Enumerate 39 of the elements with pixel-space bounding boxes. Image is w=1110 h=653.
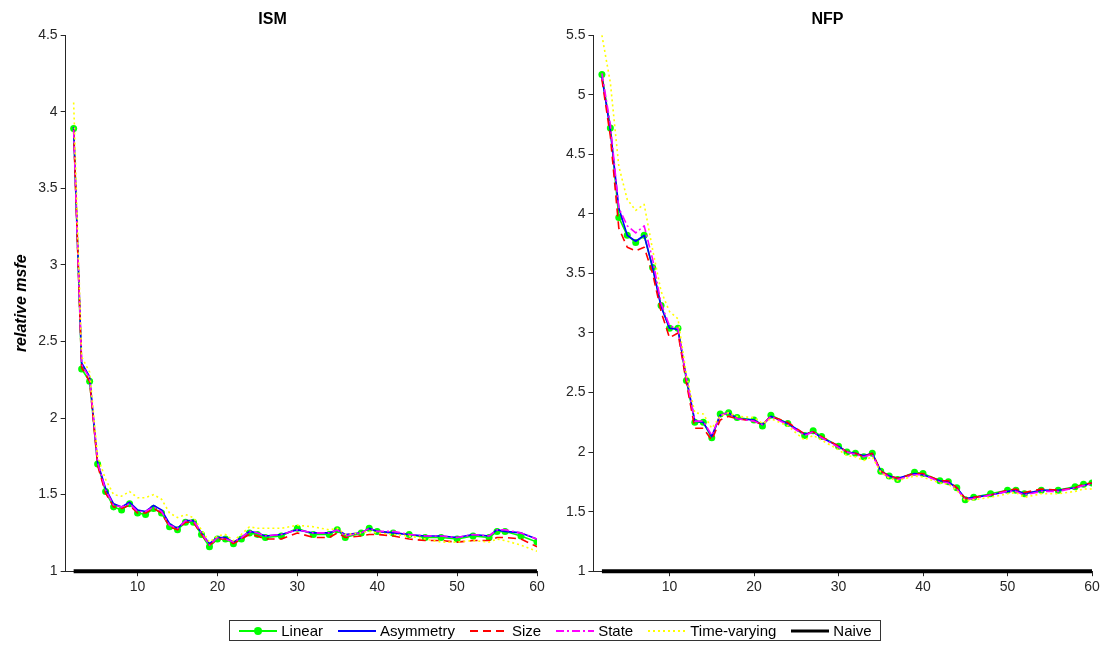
legend-label: Naive (833, 622, 872, 639)
y-tick-label: 3.5 (565, 264, 586, 281)
x-tick-label: 60 (1084, 578, 1100, 595)
x-tick-label: 40 (369, 578, 386, 595)
x-tick-label: 30 (289, 578, 306, 595)
chart-title: ISM (258, 10, 287, 28)
y-tick-label: 4.5 (565, 145, 586, 162)
x-tick-label: 10 (129, 578, 146, 595)
y-tick-label: 1 (49, 562, 58, 579)
x-tick-label: 20 (746, 578, 763, 595)
legend-label: Time-varying (690, 622, 777, 639)
legend-label: Asymmetry (379, 622, 455, 639)
y-tick-label: 4 (577, 204, 586, 221)
legend-label: State (598, 622, 634, 639)
legend-label: Linear (281, 622, 323, 639)
y-tick-label: 1 (577, 562, 586, 579)
y-tick-label: 2.5 (565, 383, 586, 400)
y-tick-label: 4 (49, 102, 58, 119)
x-tick-label: 20 (209, 578, 226, 595)
x-tick-label: 50 (449, 578, 466, 595)
y-tick-label: 2 (49, 408, 58, 425)
y-tick-label: 5 (577, 85, 586, 102)
y-tick-label: 2.5 (38, 332, 58, 349)
y-axis-title: relative msfe (12, 254, 30, 353)
y-tick-label: 1.5 (38, 485, 58, 502)
y-tick-label: 5.5 (565, 26, 586, 43)
x-tick-label: 40 (915, 578, 931, 595)
y-tick-label: 3 (49, 255, 58, 272)
y-tick-label: 1.5 (565, 502, 586, 519)
y-tick-label: 3.5 (38, 179, 58, 196)
y-tick-label: 3 (577, 323, 586, 340)
x-tick-label: 30 (830, 578, 847, 595)
chart-title: NFP (811, 10, 844, 28)
y-tick-label: 4.5 (38, 26, 58, 43)
x-tick-label: 10 (661, 578, 678, 595)
x-tick-label: 50 (999, 578, 1016, 595)
legend-label: Size (511, 622, 542, 639)
x-tick-label: 60 (529, 578, 545, 595)
y-tick-label: 2 (577, 442, 586, 459)
